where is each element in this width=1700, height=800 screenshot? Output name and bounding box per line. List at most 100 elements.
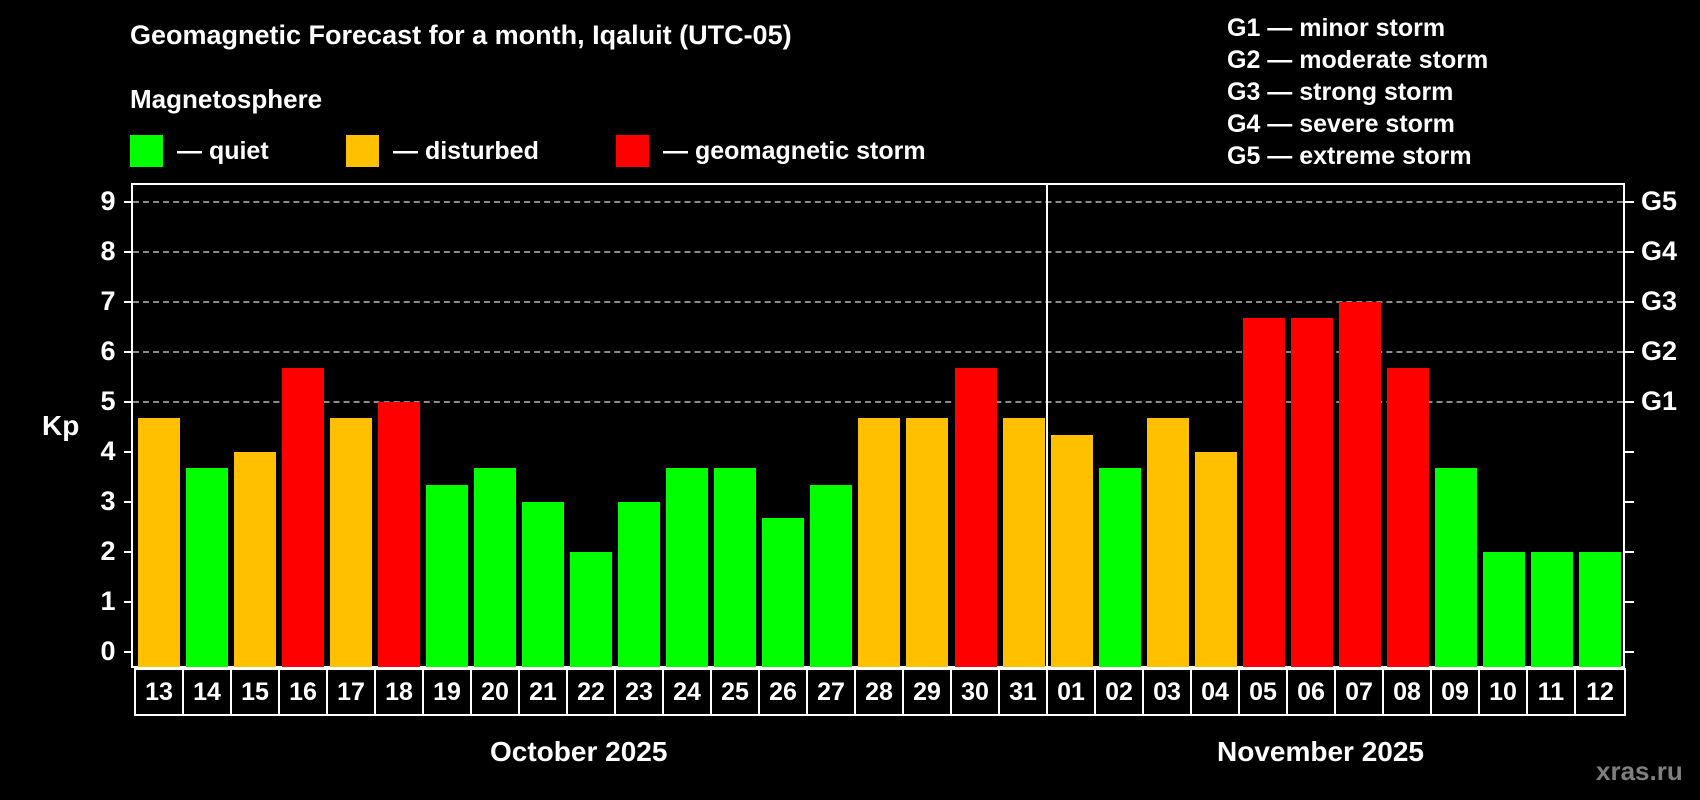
right-axis-tick	[1625, 450, 1634, 453]
g-level-label: G4	[1641, 235, 1678, 266]
right-axis-tick	[1625, 200, 1634, 203]
x-day-label: 16	[280, 670, 328, 714]
x-day-label: 31	[1000, 670, 1048, 714]
y-tick-label: 7	[100, 285, 116, 316]
chart-title: Geomagnetic Forecast for a month, Iqalui…	[130, 20, 792, 50]
y-tick	[124, 500, 132, 503]
y-tick-label: 6	[100, 335, 116, 366]
y-tick	[124, 250, 132, 253]
x-day-label: 20	[472, 670, 520, 714]
x-day-label: 11	[1528, 670, 1576, 714]
right-axis-tick	[1625, 300, 1634, 303]
x-day-label: 25	[712, 670, 760, 714]
magnetosphere-label: Magnetosphere	[130, 84, 323, 114]
right-axis-tick	[1625, 650, 1634, 653]
g-scale-legend: G1 — minor storm G2 — moderate storm G3 …	[1227, 12, 1488, 172]
x-day-label: 10	[1480, 670, 1528, 714]
bar-quiet	[426, 485, 468, 667]
bar-storm	[282, 368, 324, 667]
bar-storm	[955, 368, 997, 667]
x-day-label: 28	[856, 670, 904, 714]
g5-legend: G5 — extreme storm	[1227, 142, 1472, 170]
right-axis-tick	[1625, 500, 1634, 503]
g4-legend: G4 — severe storm	[1227, 110, 1455, 138]
bar-disturbed	[1003, 418, 1045, 667]
bar-quiet	[1435, 468, 1477, 667]
g-level-label: G2	[1641, 335, 1678, 366]
x-day-label: 29	[904, 670, 952, 714]
y-tick	[124, 600, 132, 603]
bar-storm	[1339, 301, 1381, 667]
y-axis-label: Kp	[42, 410, 80, 441]
bar-disturbed	[1051, 435, 1093, 667]
bar-quiet	[1483, 551, 1525, 667]
x-day-label: 04	[1192, 670, 1240, 714]
g2-legend: G2 — moderate storm	[1227, 46, 1489, 74]
x-day-label: 13	[136, 670, 184, 714]
x-day-label: 01	[1048, 670, 1096, 714]
x-day-label: 27	[808, 670, 856, 714]
x-day-label: 17	[328, 670, 376, 714]
gridline	[133, 200, 1623, 203]
quiet-swatch-icon	[130, 135, 163, 167]
right-axis-tick	[1625, 350, 1634, 353]
month-label-october: October 2025	[490, 736, 668, 767]
right-axis-tick	[1625, 600, 1634, 603]
y-tick	[124, 350, 132, 353]
bar-quiet	[618, 501, 660, 667]
bar-quiet	[1531, 551, 1573, 667]
x-day-label: 21	[520, 670, 568, 714]
bar-quiet	[522, 501, 564, 667]
x-day-label: 15	[232, 670, 280, 714]
x-day-label: 12	[1586, 677, 1614, 706]
bar-storm	[378, 401, 420, 667]
g-level-label: G1	[1641, 385, 1678, 416]
y-tick-label: 8	[100, 235, 116, 266]
storm-swatch-icon	[616, 135, 649, 167]
x-day-label: 09	[1432, 670, 1480, 714]
bar-quiet	[1099, 468, 1141, 667]
disturbed-swatch-icon	[346, 135, 379, 167]
x-day-label: 02	[1096, 670, 1144, 714]
g3-legend: G3 — strong storm	[1227, 78, 1454, 106]
y-tick-label: 1	[100, 585, 116, 616]
x-day-label: 14	[184, 670, 232, 714]
bar-quiet	[1579, 551, 1621, 667]
g-level-label: G3	[1641, 285, 1678, 316]
y-tick-label: 5	[100, 385, 116, 416]
x-day-label: 18	[376, 670, 424, 714]
y-tick-label: 4	[100, 435, 116, 466]
gridline	[133, 400, 1623, 403]
right-axis-tick	[1625, 550, 1634, 553]
legend-quiet-label: — quiet	[177, 136, 269, 165]
x-day-label: 24	[664, 670, 712, 714]
gridline	[133, 300, 1623, 303]
bar-quiet	[810, 485, 852, 667]
bar-disturbed	[330, 418, 372, 667]
bar-disturbed	[1195, 451, 1237, 667]
bar-quiet	[762, 518, 804, 667]
watermark: xras.ru	[1596, 756, 1683, 786]
y-tick	[124, 400, 132, 403]
x-day-label: 08	[1384, 670, 1432, 714]
bar-disturbed	[138, 418, 180, 667]
bar-storm	[1291, 318, 1333, 667]
bar-storm	[1243, 318, 1285, 667]
legend-disturbed-label: — disturbed	[393, 136, 539, 165]
gridline	[133, 350, 1623, 353]
x-day-label: 03	[1144, 670, 1192, 714]
y-tick	[124, 200, 132, 203]
y-tick-label: 0	[100, 635, 116, 666]
bar-disturbed	[858, 418, 900, 667]
bar-quiet	[186, 468, 228, 667]
y-tick	[124, 450, 132, 453]
right-axis-tick	[1625, 400, 1634, 403]
month-divider	[1046, 183, 1048, 668]
legend-storm-label: — geomagnetic storm	[663, 136, 926, 165]
x-day-label: 06	[1288, 670, 1336, 714]
g-level-label: G5	[1641, 185, 1678, 216]
bar-quiet	[714, 468, 756, 667]
bar-quiet	[666, 468, 708, 667]
bar-disturbed	[234, 451, 276, 667]
gridline	[133, 250, 1623, 253]
